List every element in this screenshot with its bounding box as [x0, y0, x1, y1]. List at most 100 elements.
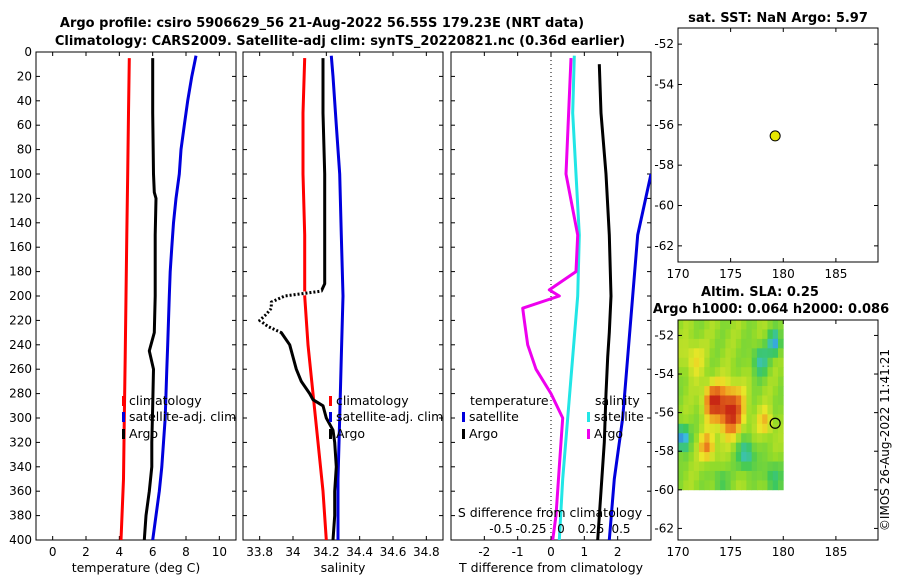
sla-ytick-label: -56 [654, 406, 674, 420]
sla-heatmap-cell [693, 386, 700, 396]
sla-heatmap-cell [720, 338, 726, 349]
sla-heatmap-cell [699, 442, 705, 453]
sla-heatmap-cell [746, 348, 753, 359]
sla-heatmap-cell [714, 329, 721, 340]
sla-heatmap-cell [714, 461, 721, 472]
sla-heatmap-cell [683, 367, 689, 377]
difference-legend-t-argo-label: Argo [469, 426, 498, 441]
difference-xtick-label: -2 [478, 545, 490, 559]
sla-heatmap-cell [756, 404, 763, 415]
sla-heatmap-cell [704, 480, 710, 491]
sla-heatmap-cell [678, 433, 684, 444]
sla-heatmap-cell [756, 480, 763, 491]
sla-heatmap-cell [699, 414, 705, 425]
sst-map-panel: sat. SST: NaN Argo: 5.97 170 175 180 185 -52 -… [654, 11, 879, 281]
sla-heatmap-cell [678, 414, 684, 425]
sla-heatmap-cell [756, 376, 763, 387]
sla-heatmap-cell [756, 414, 763, 425]
sla-heatmap-cell [725, 423, 732, 434]
temperature-ytick-label: 0 [24, 45, 32, 59]
sla-heatmap-cell [735, 357, 742, 368]
sla-heatmap-cell [767, 452, 774, 462]
sla-heatmap-cell [741, 452, 747, 462]
sla-heatmap-cell [688, 320, 695, 330]
sla-heatmap-cell [720, 357, 726, 368]
sla-heatmap-cell [741, 348, 747, 359]
temperature-ytick-label: 300 [9, 411, 32, 425]
sla-heatmap-cell [678, 470, 684, 481]
temperature-xtick-label: 8 [182, 545, 190, 559]
sla-heatmap-cell [762, 404, 768, 415]
sla-heatmap-cell [735, 414, 742, 425]
sla-heatmap-cell [725, 414, 732, 425]
sla-heatmap-cell [693, 480, 700, 491]
temperature-profile-panel: 0 2 4 6 8 10020406080100120140160180200220240… [9, 45, 237, 575]
sla-heatmap-cell [735, 338, 742, 349]
sla-heatmap-cell [714, 480, 721, 491]
temperature-ytick-label: 100 [9, 167, 32, 181]
sla-heatmap-cell [725, 433, 732, 444]
sla-heatmap-cell [725, 442, 732, 453]
temperature-xtick-label: 2 [82, 545, 90, 559]
sla-ytick-label: -60 [654, 483, 674, 497]
sla-heatmap-cell [746, 395, 753, 406]
sla-heatmap-cell [762, 452, 768, 462]
sla-heatmap-cell [772, 480, 779, 491]
sla-heatmap-cell [714, 395, 721, 406]
sla-heatmap-cell [683, 461, 689, 472]
sla-heatmap-cell [693, 433, 700, 444]
sla-heatmap-cell [699, 348, 705, 359]
sla-heatmap-cell [704, 386, 710, 396]
sla-heatmap-cell [778, 480, 784, 491]
sla-heatmap-cell [709, 461, 716, 472]
sla-heatmap-cell [709, 404, 716, 415]
sla-map-title-line2: Argo h1000: 0.064 h2000: 0.086 [653, 302, 889, 317]
sla-heatmap-cell [693, 461, 700, 472]
sla-heatmap-cell [720, 452, 726, 462]
sla-heatmap-cell [709, 452, 716, 462]
sla-heatmap-cell [699, 367, 705, 377]
sla-heatmap-cell [678, 442, 684, 453]
salinity-xtick-label: 33.8 [246, 545, 273, 559]
sla-heatmap-cell [746, 329, 753, 340]
salinity-satellite-adj-clim-line [329, 55, 345, 540]
difference-legend-t-satellite-label: satellite [469, 409, 519, 424]
temperature-xtick-label: 6 [149, 545, 157, 559]
sla-heatmap-cell [778, 320, 784, 330]
sla-heatmap-cell [699, 386, 705, 396]
sla-heatmap-cell [699, 395, 705, 406]
sla-heatmap-cell [720, 348, 726, 359]
sla-heatmap-cell [678, 338, 684, 349]
sla-heatmap-cell [735, 376, 742, 387]
sla-heatmap-cell [730, 357, 737, 368]
temperature-legend-argo-swatch [122, 429, 125, 439]
sla-heatmap-cell [709, 376, 716, 387]
sla-heatmap-cell [709, 357, 716, 368]
sla-heatmap-cell [741, 404, 747, 415]
sla-heatmap-cell [725, 386, 732, 396]
salinity-legend-climatology-swatch [329, 396, 332, 406]
sla-heatmap-cell [772, 386, 779, 396]
difference-xtick-label: 0 [547, 545, 555, 559]
temperature-xtick-label: 10 [212, 545, 227, 559]
temperature-ytick-label: 220 [9, 313, 32, 327]
sla-heatmap-cell [720, 423, 726, 434]
temperature-xlabel: temperature (deg C) [72, 560, 201, 575]
temperature-ytick-label: 320 [9, 435, 32, 449]
sla-heatmap-cell [751, 338, 758, 349]
sla-heatmap-cell [699, 461, 705, 472]
sla-heatmap-cell [730, 470, 737, 481]
salinity-xtick-label: 34.2 [313, 545, 340, 559]
sla-heatmap-cell [720, 442, 726, 453]
sla-heatmap-cell [725, 367, 732, 377]
sla-heatmap-cell [699, 423, 705, 434]
sla-heatmap-cell [778, 404, 784, 415]
salinity-profile-panel: 33.8 34 34.2 34.4 34.6 34.8 salinity climatolog… [242, 51, 444, 575]
difference-legend-s-satellite-label: satellite [594, 409, 644, 424]
temperature-ytick-label: 120 [9, 191, 32, 205]
temperature-ytick-label: 180 [9, 265, 32, 279]
sla-heatmap-cell [730, 376, 737, 387]
sla-heatmap-cell [772, 329, 779, 340]
sla-heatmap-cell [762, 423, 768, 434]
